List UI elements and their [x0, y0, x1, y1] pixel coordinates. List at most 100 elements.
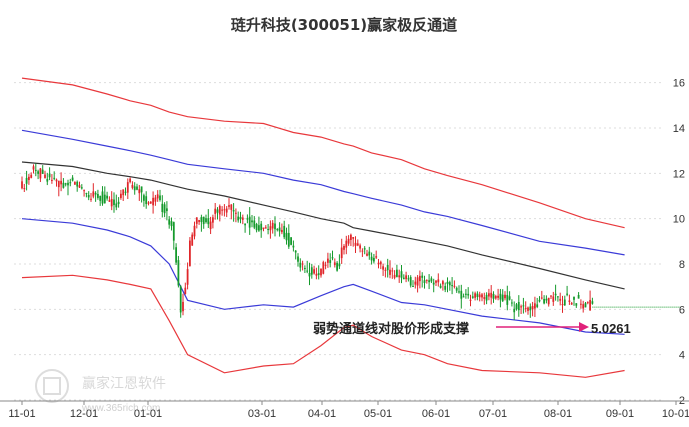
candle-down	[244, 223, 246, 226]
candle-up	[30, 174, 33, 178]
candle-up	[221, 209, 223, 211]
candle-up	[51, 179, 53, 181]
candle-up	[225, 208, 228, 213]
candle-up	[214, 208, 217, 214]
lower-outer-channel	[21, 274, 625, 378]
candle-up	[405, 275, 407, 280]
candle-down	[508, 296, 511, 300]
candle-up	[315, 273, 318, 276]
y-tick-label: 6	[679, 304, 685, 316]
candle-down	[299, 262, 302, 268]
candle-down	[276, 229, 279, 231]
candle-down	[287, 232, 290, 247]
candle-down	[179, 286, 182, 313]
candle-down	[467, 293, 470, 296]
candle-down	[168, 219, 171, 225]
candles	[21, 163, 594, 320]
candle-up	[547, 297, 550, 305]
candle-up	[218, 205, 221, 215]
candle-up	[60, 180, 62, 185]
candle-up	[442, 281, 444, 285]
candle-down	[133, 186, 136, 191]
candle-down	[103, 194, 106, 204]
candle-down	[591, 301, 594, 304]
candle-up	[354, 242, 357, 246]
candle-down	[290, 237, 292, 245]
candle-down	[248, 216, 251, 228]
candle-down	[216, 209, 219, 213]
candle-down	[430, 278, 433, 282]
candle-down	[407, 278, 410, 280]
candle-down	[124, 191, 127, 193]
candle-down	[451, 285, 453, 287]
candle-up	[301, 263, 304, 265]
candle-down	[117, 201, 120, 205]
candle-up	[393, 274, 396, 278]
candle-up	[580, 303, 582, 305]
candle-down	[48, 173, 51, 178]
candle-down	[370, 256, 373, 261]
candle-up	[398, 275, 401, 278]
candle-down	[253, 220, 256, 228]
candle-up	[186, 269, 189, 285]
candle-down	[338, 263, 341, 267]
candle-down	[573, 296, 575, 300]
candle-up	[437, 279, 440, 283]
candle-down	[175, 247, 177, 263]
candle-down	[423, 280, 426, 284]
candle-up	[481, 294, 483, 298]
candle-up	[149, 201, 152, 204]
candle-up	[324, 264, 327, 266]
candle-up	[382, 266, 384, 270]
candle-up	[147, 202, 150, 204]
candle-up	[110, 198, 113, 207]
candle-down	[99, 195, 102, 201]
candle-down	[317, 273, 320, 275]
candle-up	[129, 178, 131, 183]
candle-up	[453, 285, 456, 287]
candle-down	[460, 290, 463, 299]
candle-up	[322, 262, 325, 274]
candle-down	[207, 218, 210, 225]
candle-up	[589, 299, 591, 311]
candle-down	[34, 169, 37, 171]
candle-up	[361, 250, 364, 252]
candle-down	[363, 248, 366, 250]
upper-inner-channel	[21, 129, 625, 256]
candle-down	[329, 260, 332, 263]
candle-up	[356, 243, 359, 246]
candle-down	[517, 301, 520, 311]
candle-down	[246, 218, 249, 220]
x-tick-label: 06-01	[422, 408, 450, 420]
candle-down	[260, 223, 263, 231]
candle-down	[143, 195, 145, 201]
candle-down	[538, 299, 541, 302]
candle-up	[478, 294, 481, 298]
x-tick-label: 09-01	[606, 408, 634, 420]
candle-up	[320, 268, 322, 276]
candle-up	[182, 301, 184, 312]
candle-down	[274, 223, 276, 230]
candle-up	[32, 166, 35, 170]
candle-up	[138, 189, 141, 194]
candle-up	[377, 262, 380, 265]
candle-up	[534, 303, 536, 309]
candle-down	[506, 294, 509, 305]
candle-down	[37, 171, 39, 174]
candle-down	[566, 293, 568, 295]
candle-down	[71, 177, 74, 181]
candle-up	[74, 182, 76, 185]
chart-title: 琏升科技(300051)赢家极反通道	[231, 16, 457, 34]
candle-down	[67, 182, 69, 186]
candle-down	[94, 192, 97, 195]
candle-up	[191, 234, 194, 246]
candle-up	[520, 306, 522, 308]
watermark-logo	[35, 369, 69, 403]
candle-down	[200, 217, 203, 223]
candle-up	[262, 227, 265, 229]
candle-up	[350, 234, 352, 241]
candle-up	[126, 182, 129, 193]
x-tick-label: 11-01	[8, 408, 35, 420]
candle-up	[375, 256, 378, 258]
candle-up	[504, 294, 506, 299]
